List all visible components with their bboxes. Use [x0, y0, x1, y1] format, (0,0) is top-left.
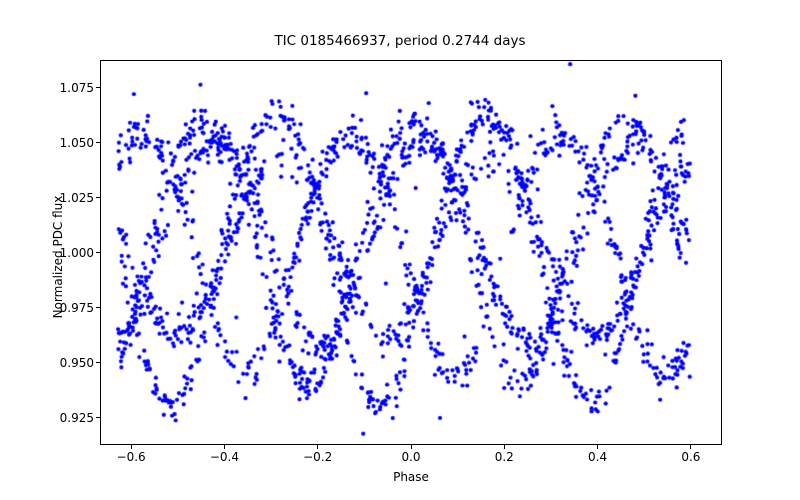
y-tick-label: 1.025	[59, 190, 94, 205]
y-tick-mark	[96, 252, 100, 254]
x-tick-label: 0.0	[401, 450, 421, 464]
x-tick-label: −0.2	[303, 450, 333, 464]
y-tick-label: 0.950	[59, 355, 94, 370]
y-tick-label-group: 0.925 0.950 0.975 1.000 1.025 1.050 1.075	[22, 0, 94, 500]
x-tick-mark	[317, 445, 319, 449]
y-tick-mark	[96, 87, 100, 89]
x-tick-mark	[503, 445, 505, 449]
x-tick-mark	[130, 445, 132, 449]
x-tick-label: 0.4	[588, 450, 608, 464]
y-tick-mark	[96, 307, 100, 309]
x-tick-label: 0.2	[494, 450, 514, 464]
y-tick-label: 1.050	[59, 135, 94, 150]
y-tick-mark	[96, 362, 100, 364]
x-tick-mark	[410, 445, 412, 449]
x-tick-label: −0.4	[209, 450, 239, 464]
y-tick-label: 1.075	[59, 80, 94, 95]
plot-title: TIC 0185466937, period 0.2744 days	[274, 33, 526, 49]
scatter-data-layer	[101, 61, 721, 444]
y-tick-mark	[96, 417, 100, 419]
plot-axes-area	[100, 60, 722, 445]
y-tick-mark	[96, 197, 100, 199]
y-tick-label: 0.975	[59, 300, 94, 315]
x-tick-mark	[223, 445, 225, 449]
y-tick-label: 1.000	[59, 245, 94, 260]
y-tick-label: 0.925	[59, 410, 94, 425]
x-axis-label: Phase	[393, 470, 429, 484]
y-tick-mark	[96, 142, 100, 144]
x-tick-mark	[690, 445, 692, 449]
x-tick-label: 0.6	[681, 450, 701, 464]
x-tick-mark	[597, 445, 599, 449]
x-tick-label: −0.6	[116, 450, 146, 464]
